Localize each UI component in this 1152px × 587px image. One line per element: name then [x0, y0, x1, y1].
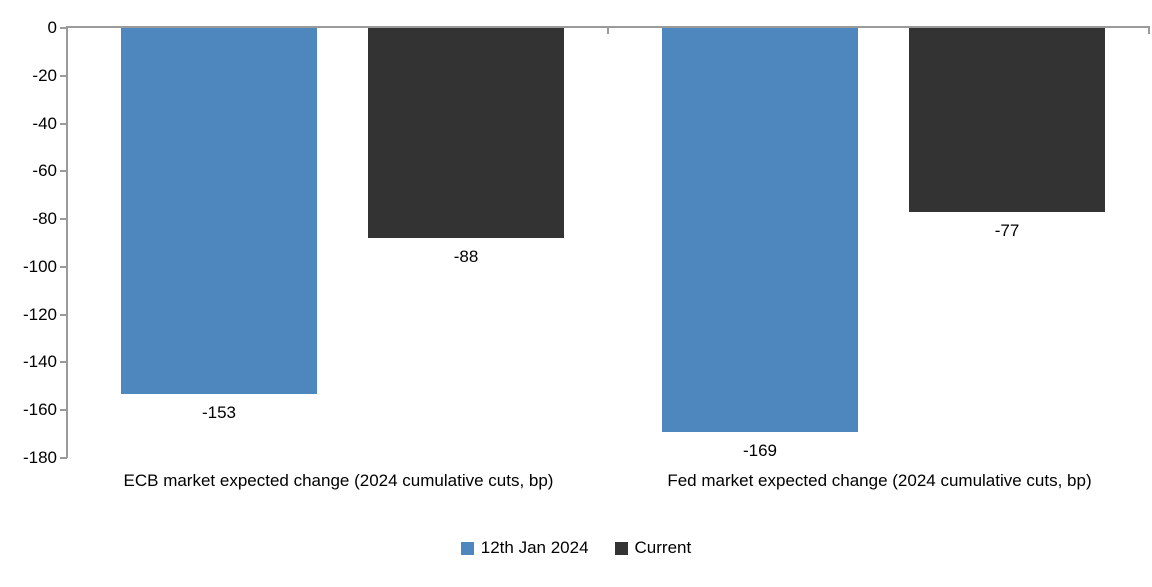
y-tick-mark — [60, 313, 67, 316]
bar-current-cat1 — [909, 28, 1105, 212]
legend-label: Current — [634, 538, 692, 557]
y-tick-label: -80 — [32, 209, 57, 229]
bar-value-label: -153 — [201, 402, 237, 422]
y-tick-mark — [60, 74, 67, 77]
legend-item: 12th Jan 2024 — [460, 538, 589, 558]
legend: 12th Jan 2024 Current — [0, 538, 1152, 558]
category-label: ECB market expected change (2024 cumulat… — [123, 471, 554, 490]
y-tick-label: -140 — [22, 352, 57, 372]
y-tick-mark — [60, 265, 67, 268]
y-tick-label: -40 — [32, 113, 57, 133]
y-tick-mark — [60, 218, 67, 221]
y-tick-label: -60 — [32, 161, 57, 181]
y-axis-line — [66, 26, 68, 458]
y-tick-label: -20 — [32, 65, 57, 85]
category-boundary-tick — [1148, 28, 1150, 34]
y-tick-label: -180 — [22, 448, 57, 467]
y-tick-label: -160 — [22, 400, 57, 420]
y-tick-label: -100 — [22, 256, 57, 276]
bar-value-label: -77 — [994, 220, 1020, 240]
bar-12th-jan-2024-cat0 — [121, 28, 317, 394]
category-boundary-tick — [607, 28, 609, 34]
legend-label: 12th Jan 2024 — [480, 538, 589, 557]
x-axis-line — [66, 26, 1150, 28]
y-tick-mark — [60, 457, 67, 459]
legend-swatch-icon — [460, 541, 474, 555]
y-tick-mark — [60, 170, 67, 173]
bar-12th-jan-2024-cat1 — [662, 28, 858, 432]
bar-value-label: -169 — [742, 440, 778, 460]
y-tick-mark — [60, 409, 67, 412]
y-tick-label: -120 — [22, 304, 57, 324]
y-tick-label: 0 — [47, 18, 57, 37]
y-tick-mark — [60, 122, 67, 125]
legend-swatch-icon — [614, 541, 628, 555]
y-tick-mark — [60, 361, 67, 364]
category-label: Fed market expected change (2024 cumulat… — [667, 471, 1092, 490]
bar-value-label: -88 — [453, 247, 479, 267]
legend-item: Current — [614, 538, 692, 558]
y-tick-mark — [60, 27, 67, 29]
bar-current-cat0 — [368, 28, 564, 239]
